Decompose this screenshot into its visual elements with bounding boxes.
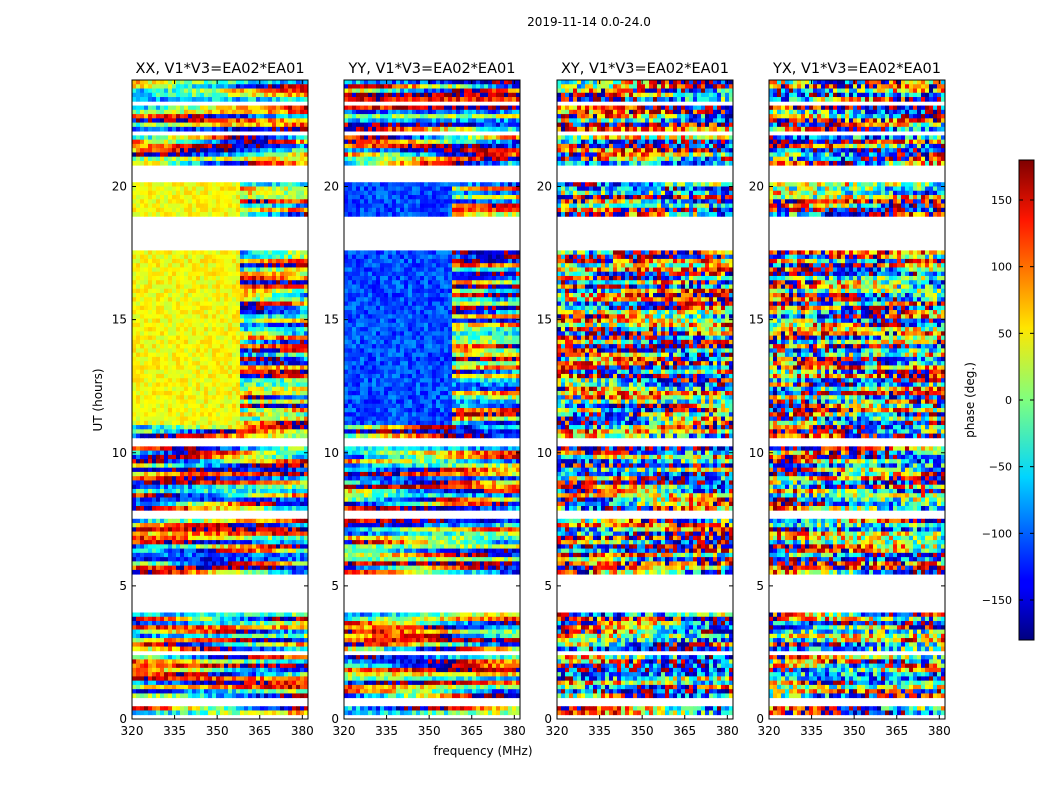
colorbar-tick-label: 150 (991, 194, 1012, 207)
x-tick-label: 380 (291, 724, 314, 738)
y-tick-label: 0 (544, 712, 552, 726)
y-tick-label: 15 (749, 313, 764, 327)
x-tick-label: 320 (121, 724, 144, 738)
x-tick-label: 335 (588, 724, 611, 738)
phase-colorbar: −150 −100 −50 0 50 100 150 phase (deg.) (963, 159, 1035, 641)
x-tick-label: 350 (206, 724, 229, 738)
y-tick-label: 5 (544, 579, 552, 593)
colorbar-tick-label: −150 (982, 594, 1012, 607)
x-tick-label: 320 (758, 724, 781, 738)
colorbar-ticks: −150 −100 −50 0 50 100 150 (982, 194, 1034, 607)
y-tick-label: 10 (749, 446, 764, 460)
panel-2: XY, V1*V3=EA02*EA01 320 335 350 365 380 0 5 10 15… (537, 61, 739, 738)
y-tick-label: 20 (749, 180, 764, 194)
y-tick-label: 5 (756, 579, 764, 593)
y-tick-label: 0 (119, 712, 127, 726)
x-tick-label: 350 (843, 724, 866, 738)
y-tick-label: 0 (331, 712, 339, 726)
y-tick-label: 10 (537, 446, 552, 460)
x-tick-label: 320 (546, 724, 569, 738)
colorbar-tick-label: −100 (982, 527, 1012, 540)
y-axis-label: UT (hours) (91, 368, 105, 431)
panel-title: YY, V1*V3=EA02*EA01 (348, 61, 516, 77)
y-tick-label: 15 (537, 313, 552, 327)
x-axis-label: frequency (MHz) (433, 744, 532, 758)
y-tick-label: 10 (112, 446, 127, 460)
x-tick-label: 380 (928, 724, 951, 738)
panel-heatmap (132, 80, 308, 716)
panel-heatmap (769, 80, 945, 716)
colorbar-tick-label: 50 (998, 327, 1012, 340)
x-tick-label: 335 (800, 724, 823, 738)
x-tick-label: 335 (163, 724, 186, 738)
colorbar-tick-label: −50 (989, 461, 1012, 474)
x-tick-label: 335 (375, 724, 398, 738)
x-tick-label: 365 (673, 724, 696, 738)
x-tick-label: 365 (248, 724, 271, 738)
panel-frame (343, 79, 521, 720)
x-tick-label: 380 (503, 724, 526, 738)
panel-title: XX, V1*V3=EA02*EA01 (135, 61, 304, 77)
y-tick-label: 5 (331, 579, 339, 593)
figure-suptitle: 2019-11-14 0.0-24.0 (527, 15, 651, 29)
y-tick-label: 0 (756, 712, 764, 726)
y-tick-label: 10 (324, 446, 339, 460)
x-tick-label: 320 (333, 724, 356, 738)
x-tick-label: 380 (716, 724, 739, 738)
x-tick-label: 350 (631, 724, 654, 738)
y-tick-label: 20 (324, 180, 339, 194)
y-tick-label: 5 (119, 579, 127, 593)
panel-title: YX, V1*V3=EA02*EA01 (772, 61, 941, 77)
panel-3: YX, V1*V3=EA02*EA01 320 335 350 365 380 0 5 10 15… (749, 61, 951, 738)
panel-heatmap (344, 80, 520, 716)
panel-frame (768, 79, 946, 720)
y-tick-label: 20 (537, 180, 552, 194)
panel-title: XY, V1*V3=EA02*EA01 (561, 61, 729, 77)
panel-frame (556, 79, 734, 720)
y-tick-label: 20 (112, 180, 127, 194)
colorbar-tick-label: 0 (1005, 394, 1012, 407)
colorbar-tick-label: 100 (991, 261, 1012, 274)
x-tick-label: 365 (460, 724, 483, 738)
panel-heatmap (557, 80, 733, 716)
panels-group: XX, V1*V3=EA02*EA01 320 335 350 365 380 0 5 10 15… (112, 61, 951, 738)
y-tick-label: 15 (324, 313, 339, 327)
panel-0: XX, V1*V3=EA02*EA01 320 335 350 365 380 0 5 10 15… (112, 61, 314, 738)
x-tick-label: 350 (418, 724, 441, 738)
panel-frame (131, 79, 309, 720)
y-tick-label: 15 (112, 313, 127, 327)
colorbar-label: phase (deg.) (963, 362, 977, 438)
panel-1: YY, V1*V3=EA02*EA01 320 335 350 365 380 0 5 10 15… (324, 61, 526, 738)
x-tick-label: 365 (885, 724, 908, 738)
